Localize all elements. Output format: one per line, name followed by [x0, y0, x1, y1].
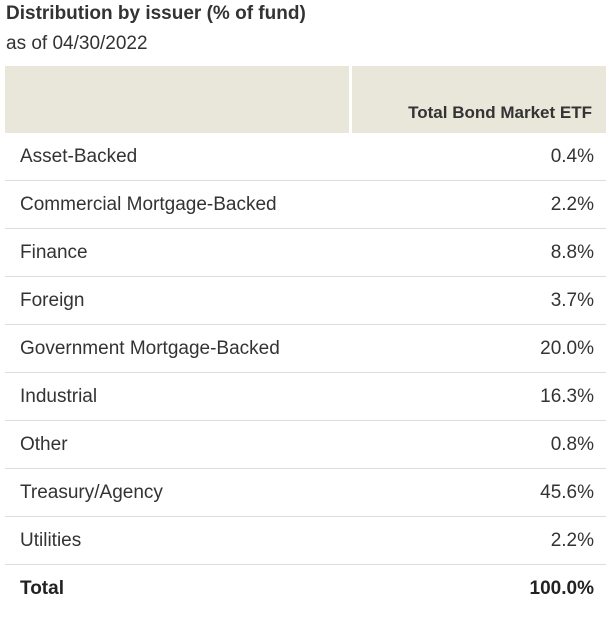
row-value: 8.8%	[550, 241, 594, 263]
row-value: 16.3%	[540, 385, 594, 407]
row-label: Foreign	[20, 289, 85, 311]
table-row-total: Total 100.0%	[5, 565, 606, 613]
row-label: Other	[20, 433, 68, 455]
table-row: Commercial Mortgage-Backed 2.2%	[5, 181, 606, 229]
row-label: Commercial Mortgage-Backed	[20, 193, 277, 215]
row-value: 3.7%	[550, 289, 594, 311]
table-row: Utilities 2.2%	[5, 517, 606, 565]
table-row: Industrial 16.3%	[5, 373, 606, 421]
row-label: Finance	[20, 241, 88, 263]
table-row: Asset-Backed 0.4%	[5, 133, 606, 181]
row-label: Treasury/Agency	[20, 481, 163, 503]
row-value: 0.4%	[550, 145, 594, 167]
row-value: 2.2%	[550, 529, 594, 551]
row-value: 45.6%	[540, 481, 594, 503]
row-value: 20.0%	[540, 337, 594, 359]
header-cell-category	[5, 66, 352, 133]
row-value: 0.8%	[550, 433, 594, 455]
table-row: Treasury/Agency 45.6%	[5, 469, 606, 517]
table-body: Asset-Backed 0.4% Commercial Mortgage-Back…	[5, 133, 606, 565]
header-cell-fund: Total Bond Market ETF	[352, 66, 606, 133]
row-value: 100.0%	[529, 578, 594, 599]
table-row: Other 0.8%	[5, 421, 606, 469]
table-title: Distribution by issuer (% of fund)	[6, 3, 306, 24]
issuer-distribution-table: Total Bond Market ETF Asset-Backed 0.4% Co…	[5, 66, 606, 613]
table-row: Finance 8.8%	[5, 229, 606, 277]
row-label: Total	[20, 578, 64, 599]
row-label: Government Mortgage-Backed	[20, 337, 280, 359]
row-label: Asset-Backed	[20, 145, 138, 167]
table-subtitle: as of 04/30/2022	[6, 33, 148, 54]
table-row: Government Mortgage-Backed 20.0%	[5, 325, 606, 373]
table-row: Foreign 3.7%	[5, 277, 606, 325]
table-header: Total Bond Market ETF	[5, 66, 606, 133]
row-value: 2.2%	[550, 193, 594, 215]
row-label: Utilities	[20, 529, 82, 551]
row-label: Industrial	[20, 385, 98, 407]
